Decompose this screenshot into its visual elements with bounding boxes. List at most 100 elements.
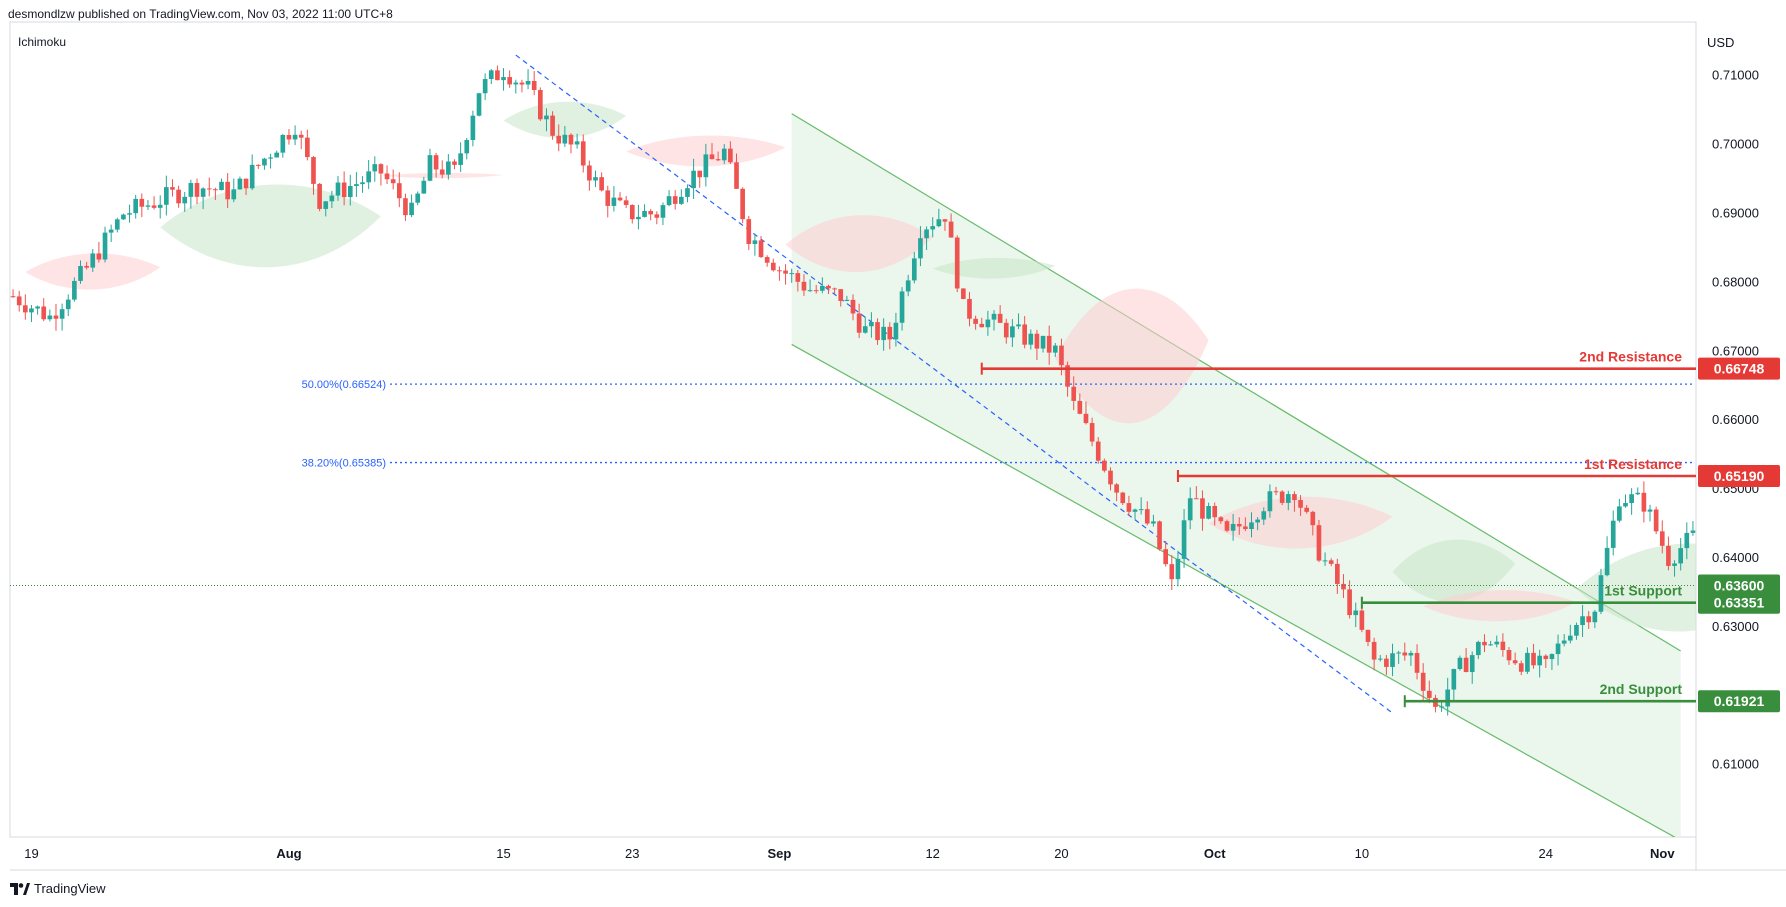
candle-body: [1580, 616, 1585, 626]
candle-body: [1549, 654, 1555, 660]
currency-label: USD: [1707, 35, 1734, 50]
candle-body: [844, 299, 850, 301]
candle-body: [636, 216, 641, 220]
candle-body: [1077, 400, 1083, 414]
x-tick-label: Aug: [276, 846, 301, 861]
price-tag-label: 0.63351: [1714, 595, 1765, 611]
candle-body: [1408, 652, 1414, 656]
candle-body: [1212, 505, 1218, 518]
candle-body: [948, 221, 954, 238]
candle-body: [1304, 507, 1310, 512]
candle-body: [1488, 644, 1493, 646]
tradingview-brand[interactable]: TradingView: [10, 881, 106, 896]
candle-body: [924, 229, 929, 239]
candle-body: [703, 154, 709, 178]
cloud-bear: [1055, 288, 1209, 424]
price-tag-label: 0.61921: [1714, 693, 1765, 709]
candle-body: [715, 159, 721, 161]
candle-body: [1359, 610, 1365, 630]
candle-body: [409, 202, 414, 216]
cloud-bull: [932, 257, 1056, 279]
candle-body: [1083, 413, 1089, 424]
fib-label: 38.20%(0.65385): [302, 458, 386, 470]
candle-body: [439, 169, 445, 175]
candle-body: [311, 157, 316, 184]
candle-body: [1617, 506, 1622, 521]
candle-body: [1034, 333, 1040, 349]
candle-body: [856, 313, 862, 333]
candle-body: [1512, 660, 1518, 664]
candle-body: [274, 152, 280, 158]
candle-body: [1678, 548, 1684, 564]
candle-body: [1531, 652, 1536, 666]
candle-body: [1629, 494, 1634, 504]
candle-body: [1285, 494, 1291, 503]
candle-body: [1463, 657, 1469, 673]
candle-body: [875, 322, 880, 341]
candle-body: [1653, 509, 1659, 532]
candle-body: [1010, 326, 1015, 338]
candle-body: [1555, 643, 1561, 655]
candle-body: [746, 219, 752, 244]
candle-body: [347, 185, 353, 198]
candle-body: [1451, 669, 1457, 690]
candle-body: [1120, 492, 1126, 504]
candle-body: [1598, 575, 1604, 612]
indicator-label[interactable]: Ichimoku: [18, 35, 67, 49]
candle-body: [1396, 652, 1401, 654]
candle-body: [1194, 498, 1199, 500]
candle-body: [121, 214, 126, 220]
y-tick-label: 0.67000: [1712, 343, 1759, 358]
candle-body: [826, 285, 831, 289]
candle-body: [495, 70, 500, 81]
candle-body: [354, 184, 359, 186]
candle-body: [384, 173, 390, 180]
y-tick-label: 0.68000: [1712, 274, 1759, 289]
candle-body: [1371, 641, 1377, 660]
candle-body: [157, 204, 163, 208]
candle-body: [1390, 653, 1395, 667]
candle-body: [1003, 322, 1009, 338]
candle-body: [317, 183, 322, 209]
y-tick-label: 0.70000: [1712, 137, 1759, 152]
cloud-bull: [1392, 539, 1516, 602]
chart-frame: [9, 21, 1786, 871]
candle-body: [752, 240, 758, 244]
candle-body: [262, 158, 267, 166]
candle-body: [973, 318, 978, 324]
candle-body: [1095, 441, 1101, 461]
x-tick-label: 15: [496, 846, 510, 861]
candle-body: [709, 154, 715, 160]
candle-body: [1243, 526, 1248, 530]
candle-body: [1420, 672, 1426, 691]
candle-body: [108, 229, 114, 233]
candle-body: [789, 273, 795, 275]
candle-body: [550, 115, 555, 136]
candle-body: [41, 306, 47, 320]
candle-body: [734, 162, 739, 189]
candle-body: [1316, 525, 1322, 561]
sr-levels: 2nd Resistance 1st Resistance 1st Support 2…: [10, 349, 1696, 708]
candle-body: [1635, 492, 1641, 495]
candle-body: [648, 211, 654, 215]
candle-body: [170, 187, 175, 190]
x-axis[interactable]: 19 Aug 15 23 Sep 12 20 Oct 10 24 Nov: [24, 846, 1675, 861]
candle-body: [942, 219, 948, 222]
candle-body: [1384, 658, 1389, 667]
candle-body: [427, 155, 433, 181]
candle-body: [446, 161, 451, 175]
candle-body: [562, 134, 568, 144]
candle-body: [1574, 625, 1579, 636]
candle-body: [1255, 519, 1260, 523]
candle-body: [176, 189, 181, 204]
fib-label: 50.00%(0.66524): [302, 379, 386, 391]
y-axis[interactable]: USD 0.71000 0.70000 0.69000 0.68000 0.67000 0…: [1707, 35, 1759, 772]
candle-body: [47, 315, 53, 320]
y-tick-label: 0.64000: [1712, 550, 1759, 565]
candle-body: [1365, 629, 1371, 642]
candle-body: [1672, 563, 1677, 566]
candle-body: [1267, 491, 1273, 512]
candle-body: [1218, 517, 1224, 522]
level-label: 1st Resistance: [1584, 456, 1682, 472]
